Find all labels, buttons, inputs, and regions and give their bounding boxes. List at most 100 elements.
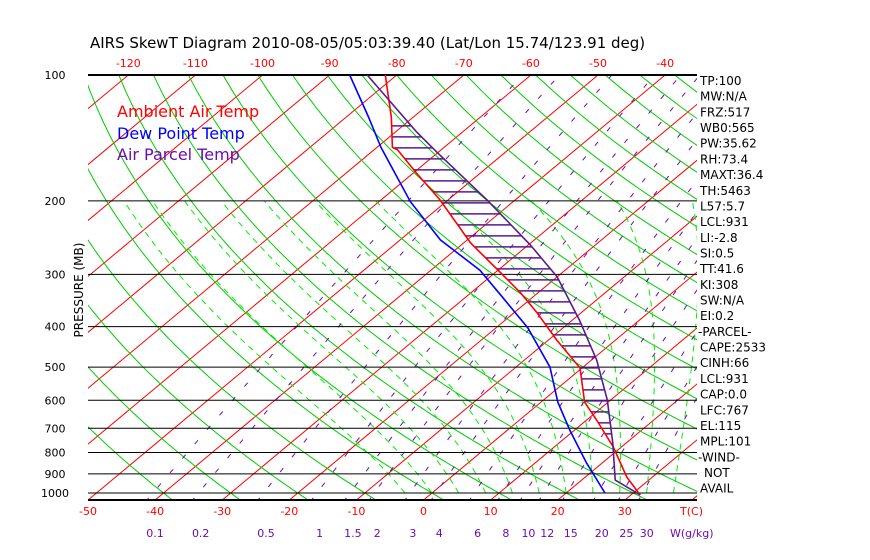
mixing-ratio-tick-label: 8 bbox=[502, 527, 509, 540]
pressure-lines bbox=[88, 74, 697, 501]
mixing-ratio-line bbox=[146, 75, 523, 500]
x-axis-label: T(C) bbox=[679, 505, 703, 518]
pressure-tick-label: 900 bbox=[45, 468, 66, 481]
mixing-ratio-tick-label: 15 bbox=[564, 527, 578, 540]
isotherm-line bbox=[88, 75, 465, 389]
profiles bbox=[348, 75, 641, 496]
dry-adiabat-line bbox=[88, 426, 174, 500]
dry-adiabat-line bbox=[88, 304, 310, 500]
stat-item: CAPE:2533 bbox=[700, 341, 766, 355]
mixing-ratio-axis-label: W(g/kg) bbox=[670, 527, 714, 540]
stat-item: LCL:931 bbox=[700, 372, 749, 386]
pressure-tick-label: 100 bbox=[45, 69, 66, 82]
stat-item: LI:-2.8 bbox=[700, 231, 738, 245]
top-temp-tick-label: -90 bbox=[321, 57, 339, 70]
bottom-temp-tick-label: -30 bbox=[213, 505, 231, 518]
moist-adiabat-line bbox=[184, 200, 460, 494]
top-temp-tick-label: -40 bbox=[656, 57, 674, 70]
stat-item: CINH:66 bbox=[700, 356, 749, 370]
stat-item: TT:41.6 bbox=[699, 262, 744, 276]
dry-adiabat-line bbox=[396, 75, 697, 312]
stat-item: L57:5.7 bbox=[700, 199, 745, 213]
mixing-ratio-tick-label: 6 bbox=[474, 527, 481, 540]
mixing-ratio-tick-label: 1.5 bbox=[344, 527, 362, 540]
pressure-tick-label: 800 bbox=[45, 446, 66, 459]
mixing-ratio-tick-label: 2 bbox=[374, 527, 381, 540]
stat-item: PW:35.62 bbox=[700, 137, 757, 151]
dry-adiabat-line bbox=[118, 75, 581, 500]
stat-item: WB0:565 bbox=[700, 121, 755, 135]
dry-adiabat-line bbox=[361, 75, 697, 341]
stat-item: RH:73.4 bbox=[700, 152, 748, 166]
stat-item: TP:100 bbox=[699, 74, 742, 88]
mixing-ratio-tick-label: 25 bbox=[619, 527, 633, 540]
dry-adiabat-line bbox=[431, 75, 697, 284]
dry-adiabat-line bbox=[88, 366, 242, 500]
stat-item: -WIND- bbox=[698, 450, 740, 464]
isotherm-line bbox=[88, 75, 599, 500]
dry-adiabat-line bbox=[88, 239, 377, 500]
mixing-ratio-line bbox=[430, 138, 697, 500]
moist-adiabat-line bbox=[314, 200, 540, 494]
isotherm-line bbox=[556, 383, 697, 500]
pressure-tick-label: 400 bbox=[45, 321, 66, 334]
legend-ambient-temp: Ambient Air Temp bbox=[117, 102, 259, 121]
stat-item: MAXT:36.4 bbox=[700, 168, 763, 182]
stat-item: SW:N/A bbox=[700, 294, 745, 308]
background-lines bbox=[0, 66, 870, 502]
stat-item: -PARCEL- bbox=[698, 325, 752, 339]
mixing-ratio-line bbox=[519, 237, 697, 500]
stat-item: FRZ:517 bbox=[700, 105, 750, 119]
mixing-ratio-line bbox=[404, 112, 697, 500]
dry-adiabat-line bbox=[88, 167, 445, 500]
mixing-ratio-line bbox=[192, 75, 560, 500]
legend-dew-point: Dew Point Temp bbox=[117, 124, 245, 143]
bottom-temp-tick-label: 0 bbox=[420, 505, 427, 518]
bottom-temp-tick-label: 20 bbox=[551, 505, 565, 518]
mixing-ratio-tick-label: 0.5 bbox=[257, 527, 275, 540]
isotherm-line bbox=[221, 103, 697, 500]
moist-adiabat-line bbox=[375, 200, 567, 494]
isotherm-line bbox=[88, 75, 331, 278]
mixing-ratio-line bbox=[497, 211, 697, 500]
mixing-ratio-line bbox=[368, 77, 697, 500]
stat-item: AVAIL bbox=[700, 482, 734, 496]
pressure-tick-label: 1000 bbox=[41, 487, 69, 500]
dry-adiabat-line bbox=[222, 75, 697, 461]
stat-item: KI:308 bbox=[700, 278, 738, 292]
stat-item: CAP:0.0 bbox=[700, 388, 747, 402]
chart-title: AIRS SkewT Diagram 2010-08-05/05:03:39.4… bbox=[90, 34, 645, 52]
mixing-ratio-tick-label: 0.1 bbox=[146, 527, 164, 540]
dewpoint-profile bbox=[348, 75, 606, 494]
mixing-ratio-tick-label: 3 bbox=[409, 527, 416, 540]
pressure-tick-label: 200 bbox=[45, 195, 66, 208]
top-temp-tick-label: -100 bbox=[250, 57, 275, 70]
top-temp-tick-label: -80 bbox=[388, 57, 406, 70]
mixing-ratio-tick-label: 30 bbox=[640, 527, 654, 540]
stat-item: TH:5463 bbox=[699, 184, 751, 198]
mixing-ratio-tick-label: 20 bbox=[595, 527, 609, 540]
isotherm-line bbox=[154, 75, 666, 500]
mixing-ratio-tick-label: 10 bbox=[521, 527, 535, 540]
stat-item: LCL:931 bbox=[700, 215, 749, 229]
top-temp-tick-label: -60 bbox=[522, 57, 540, 70]
bottom-temp-tick-label: -50 bbox=[79, 505, 97, 518]
mixing-ratio-line bbox=[311, 75, 655, 500]
isotherm-line bbox=[0, 66, 5, 502]
dry-adiabat-line bbox=[779, 75, 870, 502]
y-axis-label: PRESSURE (MB) bbox=[72, 243, 86, 338]
dry-adiabat-line bbox=[257, 75, 697, 430]
mixing-ratio-tick-label: 1 bbox=[316, 527, 323, 540]
pressure-tick-label: 600 bbox=[45, 394, 66, 407]
isotherm-line bbox=[88, 75, 532, 445]
mixing-ratio-line bbox=[257, 75, 613, 500]
mixing-ratio-line bbox=[344, 75, 682, 500]
moist-adiabat-line bbox=[263, 200, 513, 494]
isotherm-line bbox=[422, 271, 697, 500]
bottom-temp-tick-label: -20 bbox=[280, 505, 298, 518]
dry-adiabat-line bbox=[465, 75, 697, 256]
bottom-temp-tick-label: -40 bbox=[146, 505, 164, 518]
